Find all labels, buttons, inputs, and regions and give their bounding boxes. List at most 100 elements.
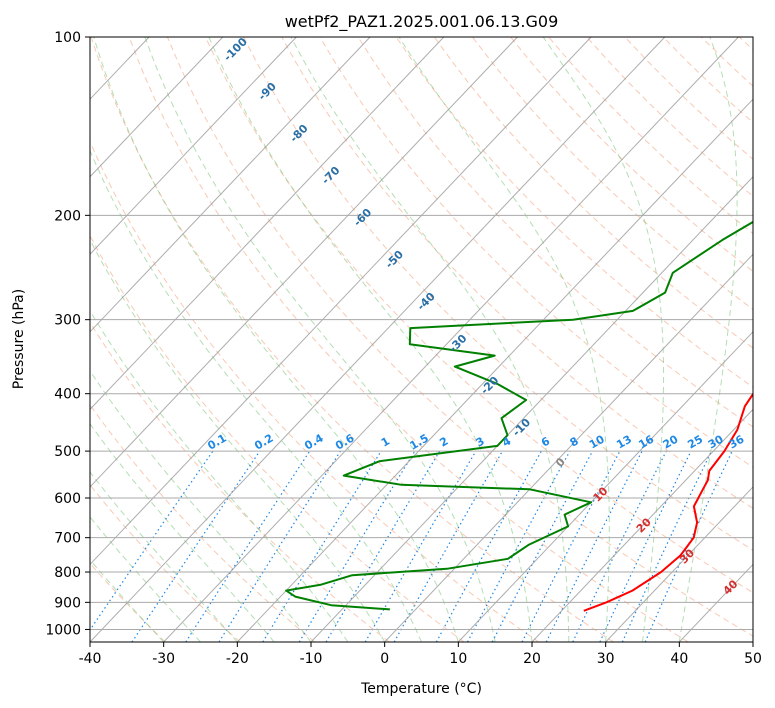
dry-adiabat-line: [738, 37, 753, 51]
dry-adiabat-line: [472, 37, 753, 310]
y-tick-label: 700: [54, 531, 81, 547]
dry-adiabat-line: [166, 37, 753, 637]
dry-adiabat-line: [624, 37, 753, 160]
dry-adiabat-label: -100: [221, 35, 250, 64]
mixing-ratio-label: 6: [539, 434, 552, 449]
dewpoint-profile-line: [285, 220, 753, 611]
dry-adiabat-line: [586, 37, 753, 197]
mixing-ratio-label: 0.1: [205, 432, 228, 453]
dry-adiabat-label: -90: [256, 80, 279, 103]
dry-adiabat-line: [700, 37, 753, 87]
mixing-ratio-line: [185, 450, 311, 642]
isotherm-line: [457, 331, 753, 642]
dry-adiabat-line: [90, 321, 390, 642]
mixing-ratio-line: [325, 450, 441, 642]
x-tick-label: -40: [79, 651, 102, 667]
y-tick-label: 600: [54, 491, 81, 507]
isotherm-line: [678, 563, 753, 642]
mixing-ratio-line: [572, 450, 667, 642]
mixing-ratio-label: 0.2: [252, 432, 275, 453]
dry-adiabat-line: [357, 37, 753, 428]
mixing-ratio-label: 1.5: [407, 432, 430, 453]
mixing-ratio-label: 25: [685, 433, 705, 452]
isotherm-line: [90, 37, 518, 488]
mixing-ratio-label: 4: [500, 434, 513, 449]
y-axis-title: Pressure (hPa): [11, 289, 27, 389]
moist-adiabat-line: [90, 149, 422, 642]
dry-adiabat-line: [662, 37, 753, 124]
mixing-ratio-label: 2: [437, 435, 450, 450]
mixing-ratio-label: 30: [706, 432, 726, 451]
moist-adiabat-line: [90, 423, 275, 642]
background-lines: [0, 37, 753, 642]
y-tick-label: 400: [54, 387, 81, 403]
isotherm-line: [90, 37, 592, 566]
isotherm-line: [90, 37, 371, 333]
plot-frame: [89, 36, 754, 643]
mixing-ratio-label: 16: [636, 432, 656, 451]
mixing-ratio-label: 20: [661, 432, 681, 451]
dry-adiabat-line: [319, 37, 753, 468]
x-tick-label: 10: [449, 651, 467, 667]
moist-adiabat-line: [678, 37, 738, 642]
dry-adiabat-label: -10: [510, 416, 533, 439]
dry-adiabat-line: [281, 37, 753, 509]
y-tick-label: 100: [54, 30, 81, 46]
x-tick-label: 50: [744, 651, 762, 667]
y-tick-label: 800: [54, 565, 81, 581]
dry-adiabat-line: [433, 37, 753, 349]
mixing-ratio-line: [90, 450, 214, 631]
isotherm-line: [605, 486, 753, 642]
isotherm-line: [90, 37, 445, 411]
isotherm-line: [236, 98, 753, 642]
mixing-ratio-line: [364, 450, 477, 642]
mixing-ratio-label: 1: [379, 435, 392, 450]
mixing-ratio-line: [599, 450, 692, 642]
dry-adiabat-label: -60: [351, 206, 374, 229]
isotherm-line: [752, 641, 753, 642]
moist-adiabat-line: [290, 37, 570, 642]
y-tick-label: 1000: [45, 622, 81, 638]
y-tick-label: 500: [54, 444, 81, 460]
mixing-ratio-label: 10: [587, 432, 607, 451]
x-axis: -40 -30 -20 -10 0 10 20 30 40 50: [79, 642, 762, 667]
moist-adiabat-line: [90, 238, 386, 642]
y-tick-label: 200: [54, 208, 81, 224]
moist-adiabat-line: [398, 37, 610, 642]
dry-adiabat-line: [90, 483, 241, 642]
mixing-ratio-line: [298, 450, 416, 642]
mixing-ratio-label: 13: [614, 433, 634, 452]
dry-adiabat-line: [90, 37, 614, 642]
isotherm-line: [90, 37, 224, 178]
moist-adiabat-line: [90, 309, 349, 642]
dry-adiabat-line: [90, 140, 540, 642]
dry-adiabat-label: 20: [634, 515, 654, 535]
mixing-ratio-label: 0.4: [302, 431, 326, 452]
x-axis-title: Temperature (°C): [360, 681, 482, 697]
x-tick-label: 30: [597, 651, 615, 667]
y-tick-label: 300: [54, 313, 81, 329]
isotherm-line: [531, 408, 753, 642]
moist-adiabat-line: [208, 37, 533, 642]
x-tick-label: 20: [523, 651, 541, 667]
dry-adiabat-line: [90, 234, 465, 642]
chart-title: wetPf2_PAZ1.2025.001.06.13.G09: [285, 12, 559, 32]
moist-adiabat-line: [144, 37, 496, 642]
mixing-ratio-line: [621, 450, 713, 642]
y-tick-label: 900: [54, 595, 81, 611]
isotherm-line: [0, 37, 2, 642]
x-tick-label: -30: [152, 651, 175, 667]
mixing-ratio-line: [491, 450, 594, 642]
mixing-ratio-line: [131, 450, 261, 642]
y-axis: 100 200 300 400 500 600 700 800 900 1000: [45, 30, 90, 638]
moist-adiabat-line: [542, 37, 665, 642]
x-tick-label: 40: [670, 651, 688, 667]
isotherm-line: [90, 37, 666, 642]
dry-adiabat-label: -80: [287, 122, 310, 145]
mixing-ratio-label: 36: [727, 432, 747, 451]
isotherm-line: [90, 37, 297, 256]
isotherm-line: [163, 37, 739, 642]
dry-adiabat-label: -40: [415, 290, 438, 313]
moist-adiabat-line: [90, 471, 238, 642]
